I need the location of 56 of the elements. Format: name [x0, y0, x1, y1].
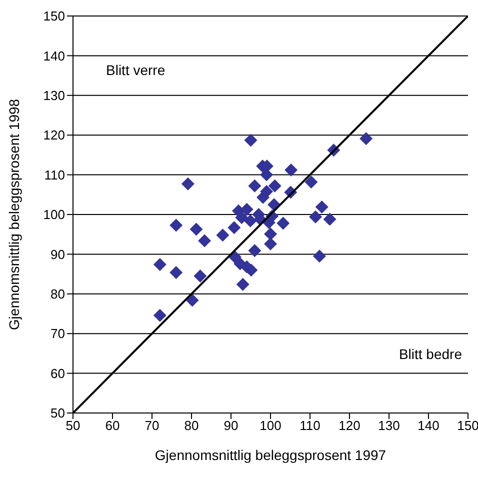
x-tick-label: 110	[300, 418, 320, 434]
point	[284, 164, 298, 177]
point	[216, 228, 230, 242]
y-tick-label: 90	[50, 246, 65, 262]
x-tick-label: 60	[105, 418, 120, 434]
point	[244, 134, 258, 147]
point	[194, 270, 207, 283]
y-tick-label: 120	[43, 128, 65, 143]
x-tick-label: 130	[378, 418, 400, 434]
point	[315, 200, 328, 214]
y-tick-label: 110	[44, 167, 65, 182]
point	[244, 214, 257, 228]
annotation: Blitt bedre	[398, 346, 462, 362]
point	[248, 179, 262, 192]
point	[304, 175, 318, 188]
point	[240, 202, 254, 216]
point	[170, 218, 183, 232]
y-tick-label: 60	[50, 366, 65, 381]
point	[153, 258, 166, 272]
x-tick-label: 50	[66, 418, 80, 434]
point	[312, 250, 326, 263]
y-tick-label: 50	[50, 406, 65, 421]
point	[170, 266, 183, 279]
point	[264, 227, 277, 240]
x-axis-title: Gjennomsnittlig beleggsprosent 1997	[154, 447, 386, 463]
annotation: Blitt verre	[106, 62, 166, 78]
x-tick-label: 90	[224, 418, 238, 434]
point	[309, 210, 322, 224]
point	[186, 294, 199, 307]
x-tick-label: 80	[184, 418, 199, 434]
y-tick-label: 80	[50, 286, 65, 302]
x-tick-label: 150	[457, 418, 478, 434]
point	[198, 234, 212, 248]
point	[190, 222, 203, 236]
y-axis-title: Gjennomsnittlig beleggsprosent 1998	[6, 98, 22, 330]
point	[323, 212, 336, 226]
y-tick-label: 130	[43, 88, 65, 104]
point	[264, 237, 277, 250]
y-tick-label: 70	[50, 326, 65, 342]
point	[235, 211, 248, 224]
point	[276, 216, 290, 230]
x-tick-label: 120	[338, 418, 360, 434]
y-tick-label: 150	[43, 8, 65, 24]
point	[181, 177, 194, 190]
point	[360, 132, 373, 146]
x-tick-label: 140	[418, 418, 440, 434]
point	[228, 221, 241, 234]
y-tick-label: 140	[43, 48, 65, 64]
point	[248, 244, 262, 258]
point	[268, 179, 282, 192]
point	[236, 278, 250, 291]
y-tick-label: 100	[43, 207, 65, 222]
point	[153, 308, 166, 322]
x-tick-label: 100	[260, 418, 282, 434]
point	[256, 190, 270, 204]
x-tick-label: 70	[144, 418, 160, 434]
